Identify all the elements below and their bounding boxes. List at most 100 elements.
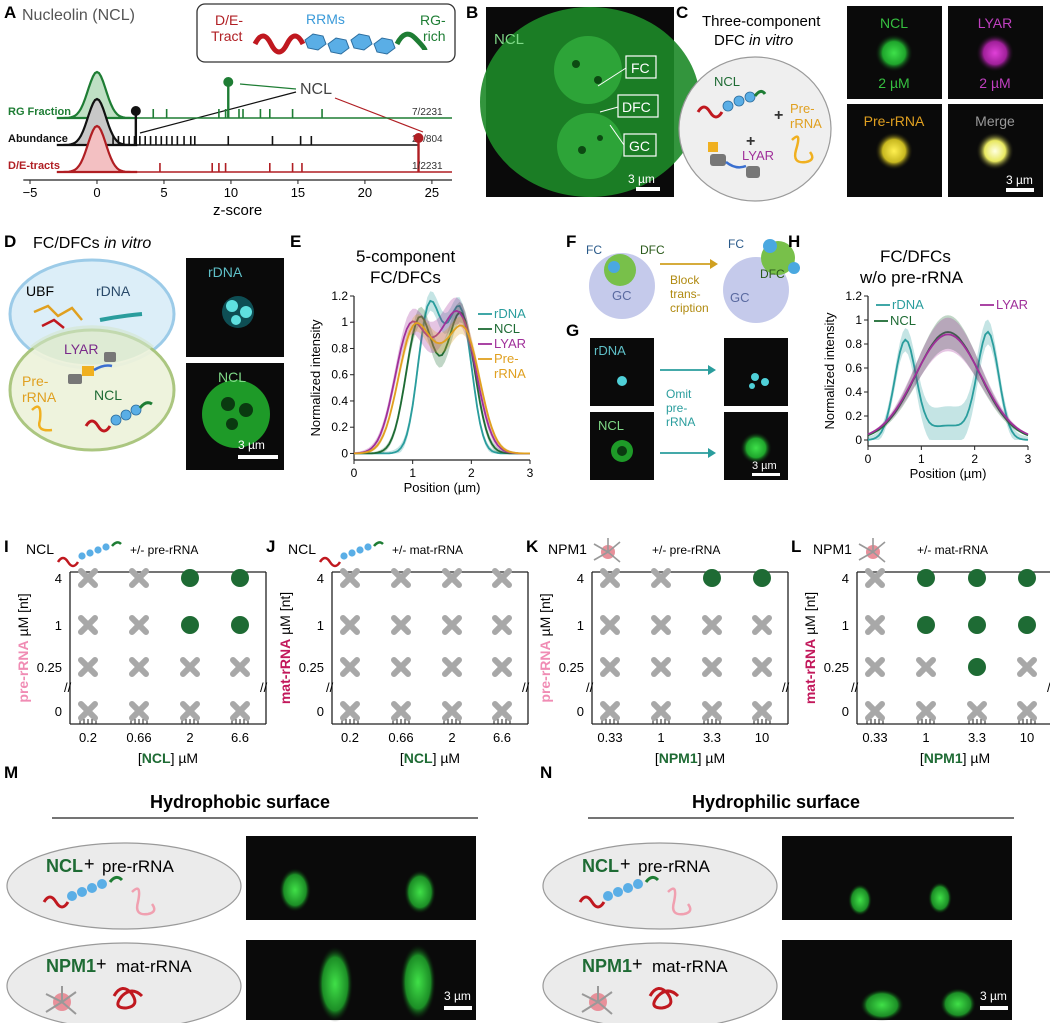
panel-letter: J xyxy=(266,537,275,556)
panel-title-line2: FC/DFCs xyxy=(370,268,441,287)
profile-line xyxy=(867,333,1029,436)
zscore-row: RG Fraction 7/2231 xyxy=(8,70,452,120)
y-tick-label: 0 xyxy=(317,704,324,719)
y-axis-label: pre-rRNA µM [nt] xyxy=(15,593,31,702)
prerrna-label: Pre-rRNA xyxy=(790,101,822,131)
prerrna-label: Pre-rRNA xyxy=(22,373,57,405)
fc-label: FC xyxy=(728,237,744,251)
droplet xyxy=(875,132,913,170)
y-axis-label: mat-rRNA µM [nt] xyxy=(277,592,293,704)
condition-ellipse xyxy=(542,942,778,1023)
panel-letter: G xyxy=(566,321,579,340)
x-tick-label: 0.2 xyxy=(341,730,359,745)
droplet xyxy=(976,132,1014,170)
protein-label: NPM1 xyxy=(813,541,852,557)
protein-label: NPM1 xyxy=(582,956,632,976)
legend-label: rDNA xyxy=(494,306,526,321)
scale-label: 3 µm xyxy=(980,989,1007,1003)
panel-letter: N xyxy=(540,763,552,782)
protein-label: NCL xyxy=(288,541,316,557)
side-view-micrograph xyxy=(782,836,1012,920)
droplet xyxy=(875,34,913,72)
fc-label: FC xyxy=(631,60,650,76)
y-tick-label: 0.2 xyxy=(331,420,348,434)
axis-break: // xyxy=(782,680,790,695)
no-phase-marker xyxy=(865,657,885,677)
panel-letter: C xyxy=(676,3,688,22)
x-tick-label: 1 xyxy=(409,466,416,480)
legend-label: NCL xyxy=(494,321,520,336)
phase-separated-marker xyxy=(968,569,986,587)
panel-title-line2: w/o pre-rRNA xyxy=(859,268,964,287)
no-phase-marker xyxy=(442,615,462,635)
prerrna-glyph xyxy=(667,887,692,916)
protein-label: NCL xyxy=(582,856,619,876)
ncl-callout: NCL xyxy=(300,81,332,98)
rna-label: mat-rRNA xyxy=(116,957,192,976)
prerrna-glyph xyxy=(131,887,156,916)
x-axis-label: Position (µm) xyxy=(910,466,987,481)
plus-sign: + xyxy=(620,854,631,874)
panel-title: FC/DFCs in vitro xyxy=(33,235,151,252)
y-tick-label: 1 xyxy=(855,313,862,327)
x-tick-label: 0 xyxy=(351,466,358,480)
condition-ellipse xyxy=(6,842,242,930)
y-axis-label: mat-rRNA µM [nt] xyxy=(802,592,818,704)
row-label: Abundance xyxy=(8,133,68,145)
nucleolus-2 xyxy=(557,113,623,179)
no-phase-marker xyxy=(129,568,149,588)
panel-a: A Nucleolin (NCL) D/E-Tract RRMs RG-rich… xyxy=(4,3,456,219)
panel-letter: F xyxy=(566,232,576,251)
panel-letter: H xyxy=(788,232,800,251)
x-tick-label: 6.6 xyxy=(231,730,249,745)
x-axis-label: [NCL] µM xyxy=(400,750,460,766)
no-phase-marker xyxy=(600,568,620,588)
no-phase-marker xyxy=(702,701,722,721)
panel-letter: E xyxy=(290,232,301,251)
plus-sign: + xyxy=(84,854,95,874)
x-axis-label: Position (µm) xyxy=(404,480,481,495)
no-phase-marker xyxy=(129,657,149,677)
rna-condition: +/- mat-rRNA xyxy=(392,543,463,557)
no-phase-marker xyxy=(340,568,360,588)
no-phase-marker xyxy=(230,657,250,677)
phase-diagram-i: I NCL +/- pre-rRNA // // 4 1 0.25 0 0.2 0.66 2 6.6 [N… xyxy=(4,537,268,766)
rrm-domain xyxy=(633,879,643,889)
rrm-domain xyxy=(87,883,97,893)
side-view-micrograph xyxy=(246,836,476,920)
lyar-label: LYAR xyxy=(64,341,99,357)
x-tick-label: 10 xyxy=(755,730,769,745)
axis-break: // xyxy=(851,680,859,695)
axis-break: // xyxy=(522,680,530,695)
x-tick-label: −5 xyxy=(23,185,38,200)
no-phase-marker xyxy=(600,657,620,677)
phase-separated-marker xyxy=(231,569,249,587)
no-phase-marker xyxy=(492,701,512,721)
panel-letter: M xyxy=(4,763,18,782)
y-axis-label: pre-rRNA µM [nt] xyxy=(537,593,553,702)
y-tick-label: 0 xyxy=(855,433,862,447)
x-tick-label: 1 xyxy=(657,730,664,745)
y-tick-label: 0.6 xyxy=(331,368,348,382)
panel-letter: L xyxy=(791,537,801,556)
profile-line xyxy=(354,310,530,455)
error-band xyxy=(354,291,530,454)
y-tick-label: 1 xyxy=(842,618,849,633)
no-phase-marker xyxy=(1017,657,1037,677)
y-tick-label: 4 xyxy=(55,571,62,586)
gc-label: GC xyxy=(612,288,632,303)
protein-label: NPM1 xyxy=(548,541,587,557)
panel-letter: K xyxy=(526,537,539,556)
rrm-domain xyxy=(97,879,107,889)
matrrna-glyph xyxy=(648,987,680,1010)
callout-arrow-rg xyxy=(239,83,297,90)
x-tick-label: 0.66 xyxy=(388,730,413,745)
rna-condition: +/- pre-rRNA xyxy=(652,543,720,557)
rdna-label: rDNA xyxy=(96,283,131,299)
no-phase-marker xyxy=(78,657,98,677)
x-tick-label: 0.2 xyxy=(79,730,97,745)
nucleolus-1 xyxy=(554,36,622,104)
no-phase-marker xyxy=(230,701,250,721)
no-phase-marker xyxy=(180,657,200,677)
y-tick-label: 1.2 xyxy=(845,289,862,303)
